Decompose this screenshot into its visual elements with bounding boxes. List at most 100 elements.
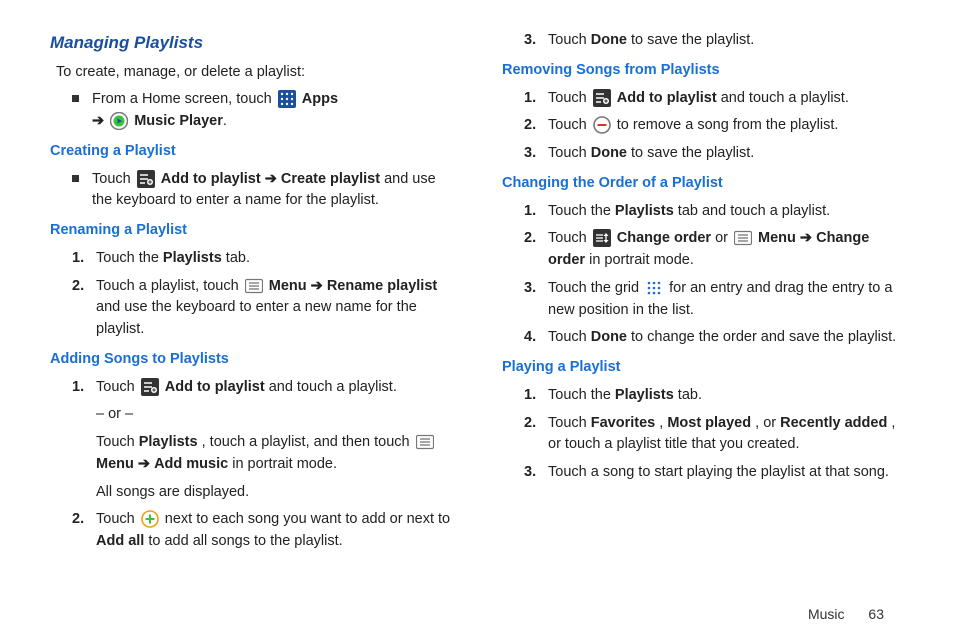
from-home-item: From a Home screen, touch Apps ➔ Music P…: [72, 89, 452, 133]
changing-step-2: 2. Touch Change order or Menu ➔ Change o…: [524, 228, 904, 272]
arrow: ➔: [800, 230, 812, 246]
intro-text: To create, manage, or delete a playlist:: [56, 62, 452, 84]
adding-step-2: 2. Touch next to each song you want to a…: [72, 509, 452, 553]
page-footer: Music 63: [808, 606, 884, 622]
text: Touch the: [548, 203, 615, 219]
menu-label: Menu: [758, 230, 796, 246]
text: Touch: [548, 329, 591, 345]
text: in portrait mode.: [589, 252, 694, 268]
text: Touch: [96, 379, 139, 395]
text: Touch: [96, 511, 139, 527]
changing-step-3: 3. Touch the grid for an entry and drag …: [524, 278, 904, 322]
renaming-heading: Renaming a Playlist: [50, 220, 452, 242]
add-all-label: Add all: [96, 533, 144, 549]
text: tab and touch a playlist.: [678, 203, 830, 219]
text: and use the keyboard to enter a new name…: [96, 299, 417, 337]
text: Touch a playlist, touch: [96, 278, 243, 294]
footer-section: Music: [808, 606, 845, 622]
music-player-icon: [110, 112, 128, 130]
removing-step-1: 1. Touch Add to playlist and touch a pla…: [524, 88, 904, 110]
changing-heading: Changing the Order of a Playlist: [502, 173, 904, 195]
plus-circle-icon: [141, 510, 159, 528]
music-player-label: Music Player: [134, 113, 223, 129]
text: Touch: [548, 90, 591, 106]
change-order-label: Change order: [617, 230, 711, 246]
create-playlist-label: Create playlist: [281, 171, 380, 187]
add-playlist-label: Add to playlist: [165, 379, 265, 395]
text: to add all songs to the playlist.: [148, 533, 342, 549]
text: tab.: [678, 387, 702, 403]
add-playlist-label: Add to playlist: [617, 90, 717, 106]
renaming-step-1: 1. Touch the Playlists tab.: [72, 248, 452, 270]
done-label: Done: [591, 145, 627, 161]
footer-page-number: 63: [868, 606, 884, 622]
text: Touch a song to start playing the playli…: [548, 464, 889, 480]
text: Touch the: [96, 250, 163, 266]
menu-icon: [245, 277, 263, 295]
arrow: ➔: [92, 113, 104, 129]
text: and touch a playlist.: [269, 379, 397, 395]
changing-step-4: 4. Touch Done to change the order and sa…: [524, 327, 904, 349]
playing-step-1: 1. Touch the Playlists tab.: [524, 385, 904, 407]
removing-step-2: 2. Touch to remove a song from the playl…: [524, 115, 904, 137]
text: to change the order and save the playlis…: [631, 329, 896, 345]
add-to-playlist-icon: [141, 378, 159, 396]
text: tab.: [226, 250, 250, 266]
text: Touch: [548, 117, 591, 133]
done-label: Done: [591, 32, 627, 48]
or-separator: – or –: [96, 404, 452, 426]
playlists-label: Playlists: [615, 387, 674, 403]
text: next to each song you want to add or nex…: [165, 511, 450, 527]
creating-item: Touch Add to playlist ➔ Create playlist …: [72, 169, 452, 213]
playing-step-2: 2. Touch Favorites , Most played , or Re…: [524, 413, 904, 457]
text: Touch the grid: [548, 280, 643, 296]
text: to remove a song from the playlist.: [617, 117, 839, 133]
change-order-icon: [593, 229, 611, 247]
done-label: Done: [591, 329, 627, 345]
favorites-label: Favorites: [591, 415, 655, 431]
text: and touch a playlist.: [721, 90, 849, 106]
text: , or: [755, 415, 780, 431]
renaming-step-2: 2. Touch a playlist, touch Menu ➔ Rename…: [72, 276, 452, 341]
period: .: [223, 113, 227, 129]
text: or: [715, 230, 732, 246]
removing-step-3: 3. Touch Done to save the playlist.: [524, 143, 904, 165]
section-title: Managing Playlists: [50, 30, 452, 56]
arrow: ➔: [311, 278, 323, 294]
text: to save the playlist.: [631, 32, 754, 48]
add-music-label: Add music: [154, 456, 228, 472]
alt-step: Touch Playlists , touch a playlist, and …: [96, 432, 452, 476]
minus-circle-icon: [593, 116, 611, 134]
menu-label: Menu: [96, 456, 134, 472]
text: in portrait mode.: [232, 456, 337, 472]
text: Touch: [548, 415, 591, 431]
rename-label: Rename playlist: [327, 278, 437, 294]
playlists-label: Playlists: [139, 434, 198, 450]
adding-heading: Adding Songs to Playlists: [50, 349, 452, 371]
menu-icon: [416, 433, 434, 451]
text: Touch: [548, 32, 591, 48]
changing-step-1: 1. Touch the Playlists tab and touch a p…: [524, 201, 904, 223]
playlists-label: Playlists: [615, 203, 674, 219]
adding-step-3: 3. Touch Done to save the playlist.: [524, 30, 904, 52]
add-playlist-label: Add to playlist: [161, 171, 261, 187]
text: to save the playlist.: [631, 145, 754, 161]
text: Touch: [92, 171, 135, 187]
arrow: ➔: [138, 456, 150, 472]
menu-label: Menu: [269, 278, 311, 294]
result-text: All songs are displayed.: [96, 482, 452, 504]
apps-icon: [278, 90, 296, 108]
playing-heading: Playing a Playlist: [502, 357, 904, 379]
creating-heading: Creating a Playlist: [50, 141, 452, 163]
text: Touch the: [548, 387, 615, 403]
grid-dots-icon: [645, 279, 663, 297]
text: Touch: [548, 230, 591, 246]
add-to-playlist-icon: [593, 89, 611, 107]
left-column: Managing Playlists To create, manage, or…: [50, 30, 452, 559]
page-content: Managing Playlists To create, manage, or…: [0, 0, 954, 579]
text: Touch: [548, 145, 591, 161]
removing-heading: Removing Songs from Playlists: [502, 60, 904, 82]
right-column: 3. Touch Done to save the playlist. Remo…: [502, 30, 904, 559]
text: Touch: [96, 434, 139, 450]
playing-step-3: 3. Touch a song to start playing the pla…: [524, 462, 904, 484]
